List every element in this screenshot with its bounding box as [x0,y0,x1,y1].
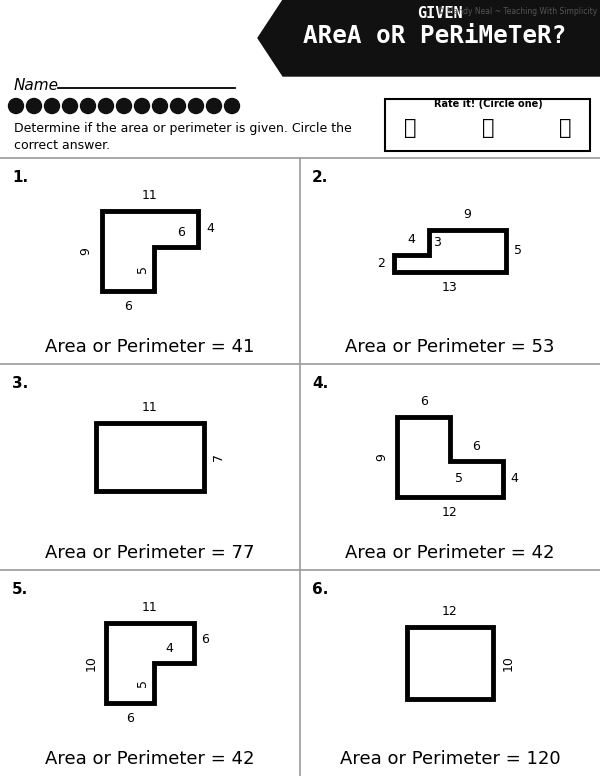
Text: 6.: 6. [312,582,328,597]
Text: 3: 3 [434,236,442,249]
Text: 2: 2 [377,258,385,270]
Text: 2.: 2. [312,170,328,185]
Circle shape [44,99,59,113]
Text: 11: 11 [142,189,158,203]
Text: 11: 11 [142,400,158,414]
Text: 9: 9 [463,207,471,220]
Text: Area or Perimeter = 42: Area or Perimeter = 42 [345,544,555,562]
Text: 11: 11 [142,601,158,615]
Text: Determine if the area or perimeter is given. Circle the
correct answer.: Determine if the area or perimeter is gi… [14,122,352,152]
Text: Name: Name [14,78,59,93]
Text: Area or Perimeter = 42: Area or Perimeter = 42 [45,750,255,768]
Text: © Mandy Neal ~ Teaching With Simplicity: © Mandy Neal ~ Teaching With Simplicity [437,7,597,16]
Circle shape [62,99,77,113]
Text: 5: 5 [455,473,463,486]
Text: 10: 10 [85,655,97,671]
Text: 5: 5 [136,679,149,687]
Text: 3.: 3. [12,376,28,391]
Polygon shape [258,0,600,76]
Text: AReA oR PeRiMeTeR?: AReA oR PeRiMeTeR? [304,24,566,48]
Text: Area or Perimeter = 41: Area or Perimeter = 41 [46,338,254,356]
Circle shape [98,99,113,113]
Text: 5.: 5. [12,582,28,597]
Text: 6: 6 [177,226,185,238]
Text: 5: 5 [514,244,522,258]
Text: ✊: ✊ [482,118,494,138]
Text: 👍: 👍 [404,118,416,138]
Circle shape [80,99,95,113]
Text: 6: 6 [126,712,134,725]
Text: Rate it! (Circle one): Rate it! (Circle one) [434,99,542,109]
Circle shape [224,99,239,113]
Text: 10: 10 [501,655,514,671]
Text: 1.: 1. [12,170,28,185]
Text: 4: 4 [166,642,174,655]
Text: 4: 4 [407,234,415,246]
Circle shape [188,99,203,113]
Text: 6: 6 [472,441,481,453]
Text: Area or Perimeter = 77: Area or Perimeter = 77 [45,544,255,562]
Text: 👎: 👎 [559,118,571,138]
Circle shape [116,99,131,113]
Circle shape [8,99,23,113]
Text: Area or Perimeter = 120: Area or Perimeter = 120 [340,750,560,768]
Text: 13: 13 [442,282,458,294]
Text: 12: 12 [442,605,458,618]
Circle shape [170,99,185,113]
Text: 12: 12 [442,506,458,518]
Text: 4: 4 [206,223,214,235]
Text: 5: 5 [136,265,149,272]
Circle shape [206,99,221,113]
Text: 9: 9 [375,453,388,461]
Circle shape [152,99,167,113]
Text: Area or Perimeter = 53: Area or Perimeter = 53 [345,338,555,356]
Circle shape [134,99,149,113]
FancyBboxPatch shape [385,99,590,151]
Text: GIVEN: GIVEN [417,6,463,21]
Text: 4: 4 [511,473,518,486]
Text: 6: 6 [419,396,428,408]
Text: 6: 6 [124,300,132,313]
Circle shape [26,99,41,113]
Text: 4.: 4. [312,376,328,391]
Text: 7: 7 [212,453,225,461]
Text: 9: 9 [80,247,92,255]
Text: 6: 6 [202,632,209,646]
